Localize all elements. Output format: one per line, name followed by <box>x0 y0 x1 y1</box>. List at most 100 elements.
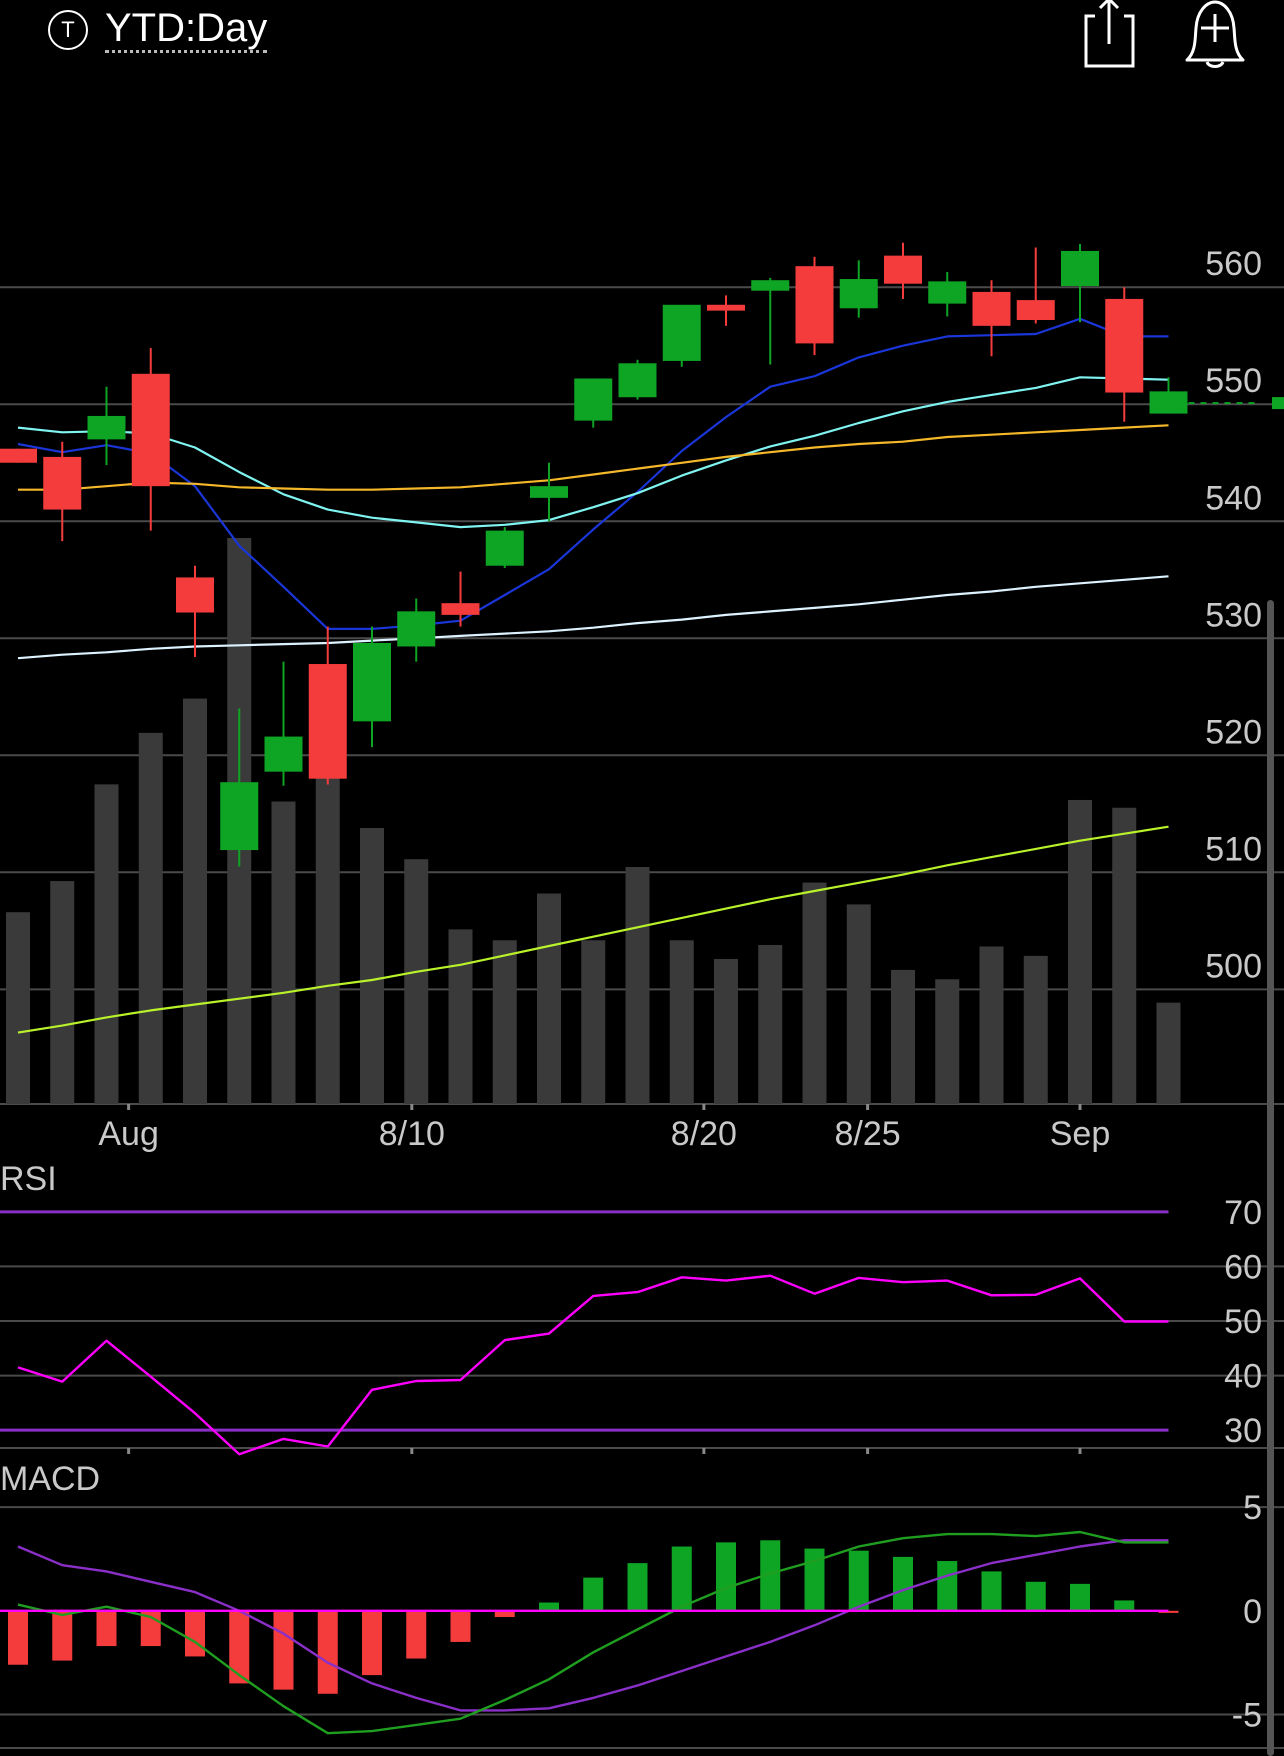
macd-histogram-bar <box>1025 1581 1046 1611</box>
price-axis-label: 560 <box>1205 245 1262 283</box>
price-axis-label: 500 <box>1205 947 1262 985</box>
volume-bar <box>1112 807 1137 1104</box>
candle-body[interactable] <box>972 291 1011 326</box>
volume-bar <box>669 940 694 1104</box>
candle-body[interactable] <box>131 373 170 487</box>
add-alert-bell-icon[interactable] <box>1180 0 1250 70</box>
volume-bar <box>1068 799 1092 1104</box>
candle-body[interactable] <box>530 486 568 498</box>
volume-bar <box>183 698 207 1104</box>
candle-body[interactable] <box>264 736 303 772</box>
candle-body[interactable] <box>751 280 790 291</box>
volume-bar <box>714 958 738 1104</box>
macd-axis-label: 0 <box>1243 1593 1262 1631</box>
chart-range-title[interactable]: YTD:Day <box>105 6 268 53</box>
candle-body[interactable] <box>485 530 524 566</box>
rsi-axis-label: 40 <box>1224 1358 1262 1396</box>
volume-bar <box>6 912 30 1104</box>
moving-average-line <box>17 376 1169 529</box>
volume-bar <box>448 929 473 1104</box>
price-axis-label: 540 <box>1205 479 1262 517</box>
candle-body[interactable] <box>574 378 613 421</box>
macd-histogram-bar <box>804 1548 825 1611</box>
moving-average-line <box>17 317 1169 631</box>
vertical-scrollbar[interactable] <box>1267 600 1274 1756</box>
rsi-title: RSI <box>0 1160 57 1198</box>
candle-body[interactable] <box>43 456 82 510</box>
moving-average-line <box>17 575 1169 660</box>
volume-bar <box>802 882 827 1104</box>
volume-bar <box>50 881 75 1104</box>
header-bar: T YTD:Day <box>0 0 1284 70</box>
candle-body[interactable] <box>220 782 259 851</box>
candle-body[interactable] <box>308 664 347 779</box>
volume-bar <box>271 801 296 1104</box>
volume-bar <box>537 893 561 1104</box>
volume-bar <box>360 828 384 1104</box>
macd-histogram-bar <box>893 1556 913 1611</box>
candle-body[interactable] <box>795 266 834 344</box>
candle-body[interactable] <box>884 255 922 284</box>
candle-body[interactable] <box>1105 298 1144 393</box>
volume-bar <box>758 944 783 1104</box>
volume-bar <box>492 940 517 1104</box>
candle-body[interactable] <box>707 304 745 311</box>
candle-body[interactable] <box>1016 300 1055 320</box>
candle-body[interactable] <box>928 281 967 304</box>
x-axis-label: Sep <box>1050 1115 1111 1153</box>
macd-histogram-bar <box>760 1540 781 1611</box>
volume-bar <box>935 979 960 1104</box>
macd-histogram-bar <box>52 1610 73 1661</box>
macd-histogram-bar <box>848 1550 869 1611</box>
price-axis-label: 510 <box>1205 830 1262 868</box>
macd-histogram-bar <box>362 1610 382 1676</box>
volume-bar <box>404 859 429 1104</box>
volume-bar <box>138 732 163 1104</box>
macd-signal-line <box>17 1539 1169 1712</box>
candle-body[interactable] <box>1149 391 1188 414</box>
last-price-marker <box>1272 397 1284 410</box>
candle-body[interactable] <box>839 279 878 309</box>
macd-histogram-bar <box>450 1610 471 1642</box>
share-icon[interactable] <box>1073 0 1143 70</box>
x-axis-label: 8/10 <box>379 1115 445 1153</box>
price-axis-label: 520 <box>1205 713 1262 751</box>
candle-body[interactable] <box>662 304 701 361</box>
moving-average-line <box>17 825 1169 1034</box>
ticker-circle-icon: T <box>48 9 88 50</box>
macd-histogram-bar <box>716 1542 736 1611</box>
candle-body[interactable] <box>441 603 480 615</box>
macd-line <box>17 1530 1169 1735</box>
price-axis-label: 530 <box>1205 596 1262 634</box>
candle-body[interactable] <box>0 448 37 463</box>
macd-histogram-bar <box>317 1610 338 1694</box>
macd-histogram-bar <box>494 1610 515 1618</box>
x-axis-label: 8/25 <box>835 1115 901 1153</box>
macd-histogram-bar <box>627 1563 648 1611</box>
volume-bar <box>1023 955 1048 1104</box>
symbol-selector[interactable]: T YTD:Day <box>48 6 268 53</box>
macd-histogram-bar <box>1070 1583 1090 1611</box>
rsi-axis-label: 30 <box>1224 1412 1262 1450</box>
candle-body[interactable] <box>1061 250 1099 287</box>
x-axis-label: Aug <box>98 1115 159 1153</box>
volume-bar <box>846 904 871 1104</box>
candle-body[interactable] <box>397 611 436 647</box>
rsi-axis-label: 60 <box>1224 1248 1262 1286</box>
macd-histogram-bar <box>185 1610 205 1657</box>
volume-bar <box>979 946 1004 1104</box>
candle-body[interactable] <box>87 415 126 440</box>
candle-body[interactable] <box>176 577 214 613</box>
macd-histogram-bar <box>981 1571 1002 1611</box>
macd-axis-label: -5 <box>1232 1697 1262 1735</box>
candle-body[interactable] <box>618 363 657 398</box>
candle-body[interactable] <box>353 642 391 722</box>
macd-histogram-bar <box>273 1610 294 1690</box>
price-axis-label: 550 <box>1205 362 1262 400</box>
volume-bar <box>625 866 650 1104</box>
macd-axis-label: 5 <box>1243 1489 1262 1527</box>
macd-histogram-bar <box>583 1577 604 1611</box>
x-axis-label: 8/20 <box>671 1115 737 1153</box>
macd-title: MACD <box>0 1460 100 1498</box>
